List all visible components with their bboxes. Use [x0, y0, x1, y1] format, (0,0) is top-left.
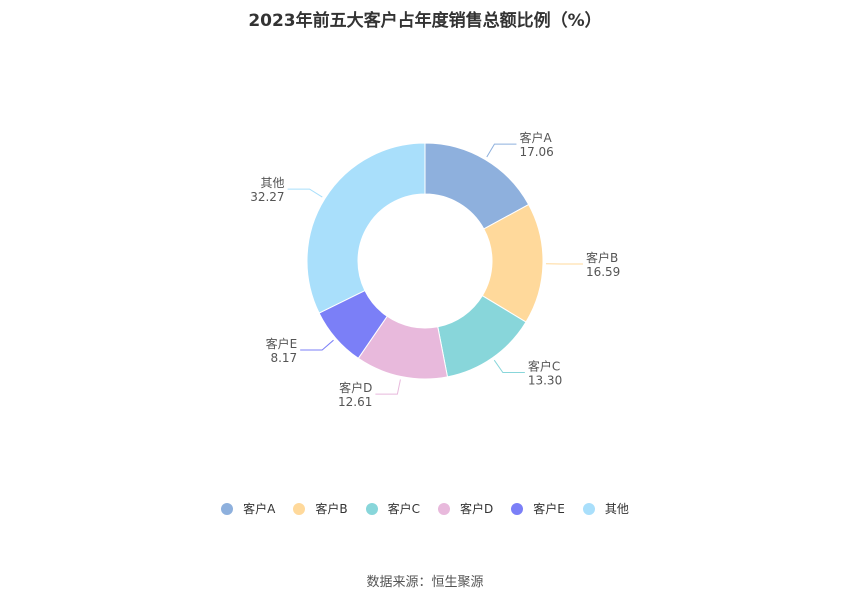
- legend-item-other[interactable]: 其他: [582, 500, 629, 517]
- legend-item-customer-b[interactable]: 客户B: [293, 500, 348, 517]
- leader-line-customer-a: [486, 143, 517, 158]
- leader-line-customer-d: [375, 379, 401, 395]
- leader-line-other: [287, 188, 323, 198]
- legend-swatch: [511, 502, 524, 515]
- legend-label: 其他: [604, 502, 629, 516]
- legend-label: 客户B: [315, 502, 348, 516]
- legend-swatch: [221, 502, 234, 515]
- slice-other[interactable]: [306, 142, 426, 314]
- legend-item-customer-a[interactable]: 客户A: [221, 500, 275, 517]
- legend: 客户A 客户B 客户C 客户D 客户E 其他: [0, 500, 850, 517]
- data-source: 数据来源：恒生聚源: [366, 575, 484, 590]
- slice-label-customer-b: 客户B: [586, 250, 618, 265]
- legend-label: 客户A: [243, 502, 276, 516]
- leader-line-customer-c: [493, 359, 525, 374]
- legend-label: 客户E: [533, 502, 565, 516]
- slice-label-customer-e: 客户E: [266, 336, 298, 351]
- slice-value-customer-c: 13.30: [528, 374, 562, 388]
- slice-label-other: 其他: [261, 176, 285, 190]
- slice-value-customer-d: 12.61: [338, 395, 372, 409]
- leader-line-customer-e: [300, 339, 334, 351]
- slice-value-other: 32.27: [250, 190, 284, 204]
- legend-label: 客户C: [387, 502, 420, 516]
- legend-item-customer-c[interactable]: 客户C: [365, 500, 420, 517]
- slice-label-customer-d: 客户D: [339, 380, 372, 395]
- slice-value-customer-e: 8.17: [270, 351, 297, 365]
- legend-swatch: [437, 502, 450, 515]
- slice-label-customer-a: 客户A: [519, 130, 552, 145]
- legend-swatch: [582, 502, 595, 515]
- legend-swatch: [365, 502, 378, 515]
- chart-title: 2023年前五大客户占年度销售总额比例（%）: [248, 11, 602, 31]
- legend-item-customer-d[interactable]: 客户D: [437, 500, 494, 517]
- legend-swatch: [293, 502, 306, 515]
- slice-value-customer-a: 17.06: [519, 145, 553, 159]
- legend-item-customer-e[interactable]: 客户E: [511, 500, 565, 517]
- slice-value-customer-b: 16.59: [586, 265, 620, 279]
- slice-label-customer-c: 客户C: [528, 359, 560, 374]
- legend-label: 客户D: [459, 502, 494, 516]
